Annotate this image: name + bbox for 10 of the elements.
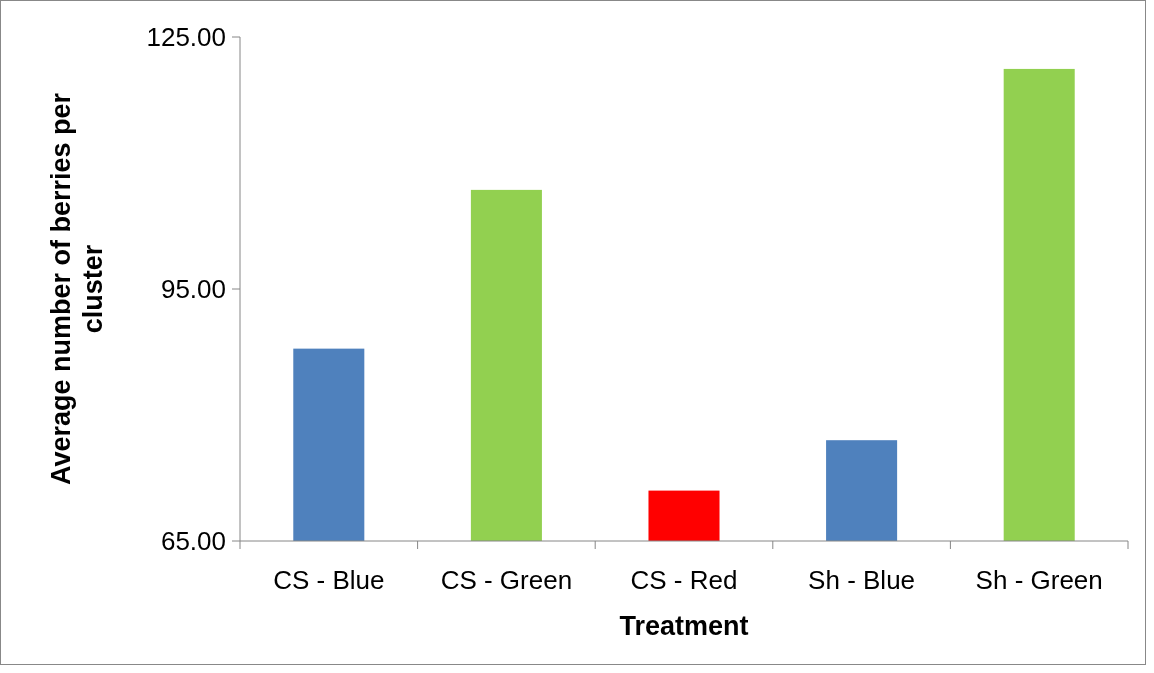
x-tick-label: CS - Red — [630, 565, 738, 595]
x-axis-title: Treatment — [619, 611, 749, 641]
y-tick-label: 125.00 — [146, 22, 226, 53]
y-tick-label: 95.00 — [160, 274, 226, 305]
x-tick-label: CS - Green — [440, 565, 573, 595]
x-tick-label: Sh - Green — [975, 565, 1103, 595]
x-tick-label: Sh - Blue — [808, 565, 916, 595]
y-tick-label: 65.00 — [160, 526, 226, 557]
x-tick-label: CS - Blue — [273, 565, 385, 595]
y-axis-title: Average number of berries per cluster — [46, 92, 108, 486]
